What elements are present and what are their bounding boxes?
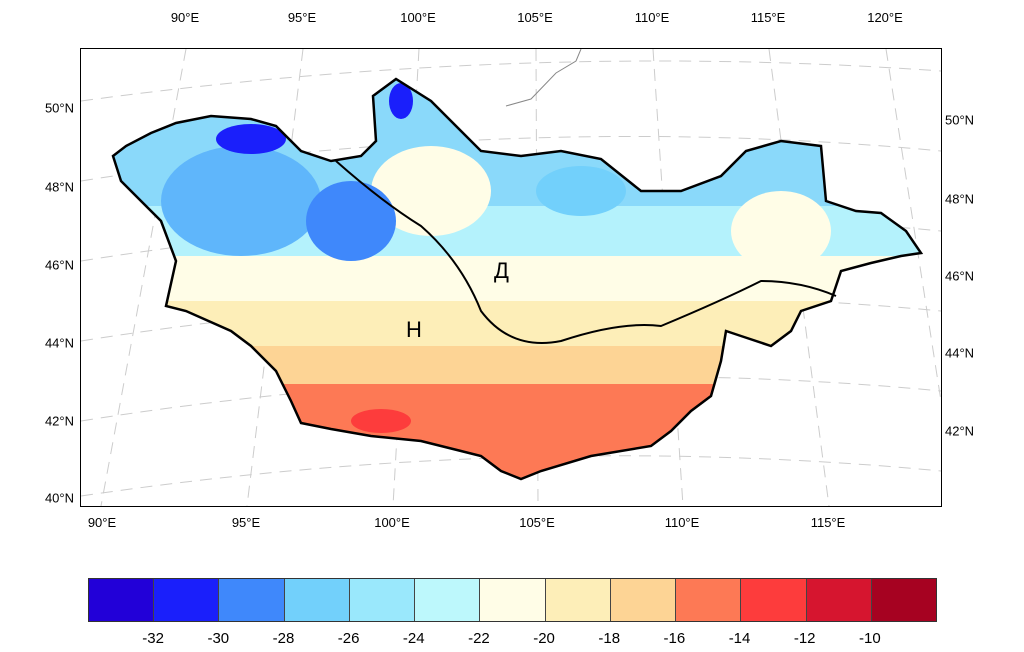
right-lat-label: 42°N <box>945 423 975 439</box>
left-lat-label: 48°N <box>44 179 74 195</box>
colorbar-tick-label: -32 <box>142 630 164 647</box>
colorbar-tick-label: -20 <box>533 630 555 647</box>
bottom-lon-label: 115°E <box>810 515 846 530</box>
region-label-n: Н <box>406 317 422 342</box>
right-lat-label: 50°N <box>945 112 975 128</box>
colorbar-cell <box>284 579 350 621</box>
colorbar <box>88 578 937 622</box>
border-russia <box>505 49 582 107</box>
top-lon-label: 105°E <box>517 10 553 25</box>
colorbar-cell <box>545 579 611 621</box>
left-lat-label: 50°N <box>44 100 74 116</box>
top-lon-label: 110°E <box>634 10 670 25</box>
bottom-lon-label: 100°E <box>374 515 410 530</box>
right-lat-label: 46°N <box>945 268 975 284</box>
map-canvas: Д Н <box>81 49 941 506</box>
top-lon-label: 95°E <box>287 10 317 25</box>
colorbar-cell <box>676 579 742 621</box>
top-lon-label: 90°E <box>170 10 200 25</box>
region-label-d: Д <box>494 258 509 283</box>
temperature-field <box>113 79 921 479</box>
zone-boundary-line <box>335 160 837 344</box>
left-lat-label: 42°N <box>44 413 74 429</box>
colorbar-cell <box>480 579 546 621</box>
colorbar-tick-label: -22 <box>468 630 490 647</box>
colorbar-tick-label: -28 <box>272 630 295 647</box>
colorbar-cell <box>610 579 677 621</box>
top-lon-label: 120°E <box>867 10 903 25</box>
colorbar-tick-label: -14 <box>728 630 751 647</box>
map-frame: Д Н <box>80 48 942 507</box>
colorbar-cell <box>219 579 285 621</box>
left-lat-label: 40°N <box>44 490 74 506</box>
colorbar-tick-label: -26 <box>337 630 360 647</box>
colorbar-cell <box>154 579 220 621</box>
colorbar-tick-label: -10 <box>859 630 881 647</box>
right-lat-label: 48°N <box>945 191 975 207</box>
colorbar-tick-label: -30 <box>207 630 230 647</box>
colorbar-cell <box>741 579 807 621</box>
left-lat-label: 44°N <box>44 335 74 351</box>
bottom-lon-label: 90°E <box>87 515 117 530</box>
left-lat-label: 46°N <box>44 257 74 273</box>
mongolia-border <box>111 77 924 481</box>
colorbar-tick-label: -12 <box>793 630 816 647</box>
colorbar-tick-label: -16 <box>663 630 686 647</box>
bottom-lon-label: 110°E <box>664 515 700 530</box>
colorbar-cell <box>415 579 481 621</box>
bottom-lon-label: 105°E <box>519 515 555 530</box>
colorbar-cell <box>806 579 872 621</box>
bottom-lon-label: 95°E <box>231 515 261 530</box>
colorbar-cell <box>89 579 155 621</box>
colorbar-cell <box>349 579 416 621</box>
top-lon-label: 100°E <box>400 10 436 25</box>
colorbar-cell <box>871 579 937 621</box>
right-lat-label: 44°N <box>945 345 975 361</box>
top-lon-label: 115°E <box>750 10 786 25</box>
colorbar-tick-label: -18 <box>598 630 621 647</box>
colorbar-tick-label: -24 <box>402 630 425 647</box>
